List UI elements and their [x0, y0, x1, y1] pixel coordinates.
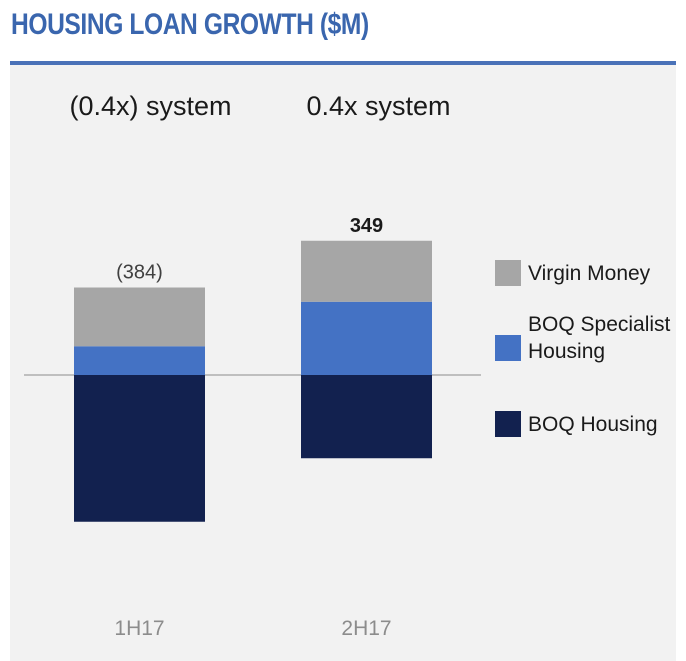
system-annotation-1h17: (0.4x) system — [69, 91, 231, 121]
legend-swatch-boq-specialist-housing — [495, 335, 521, 361]
bar-boq-specialist-housing-2h17 — [301, 301, 432, 375]
legend-label-boq-housing: BOQ Housing — [528, 413, 658, 436]
system-annotation-2h17: 0.4x system — [306, 91, 450, 121]
chart-svg: (384) (0.4x) system 1H17 349 0.4x system 2H17… — [24, 91, 671, 640]
bar-boq-specialist-housing-1h17 — [74, 346, 205, 375]
bar-virgin-money-1h17 — [74, 287, 205, 347]
bar-boq-housing-2h17 — [301, 375, 432, 459]
total-label-2h17: 349 — [350, 215, 383, 237]
chart-panel: (384) (0.4x) system 1H17 349 0.4x system 2H17… — [10, 65, 676, 661]
legend-swatch-boq-housing — [495, 411, 521, 437]
legend-label-boq-specialist-housing-line-1: BOQ Specialist — [528, 313, 671, 336]
legend-label-virgin-money: Virgin Money — [528, 262, 651, 285]
category-label-2h17: 2H17 — [341, 617, 391, 640]
bar-boq-housing-1h17 — [74, 375, 205, 522]
title-rule — [10, 61, 676, 65]
chart-title: HOUSING LOAN GROWTH ($M) — [11, 8, 369, 41]
category-label-1h17: 1H17 — [114, 617, 164, 640]
legend-label-boq-specialist-housing-line-2: Housing — [528, 340, 605, 363]
bar-virgin-money-2h17 — [301, 240, 432, 302]
total-label-1h17: (384) — [116, 262, 163, 284]
legend-swatch-virgin-money — [495, 260, 521, 286]
